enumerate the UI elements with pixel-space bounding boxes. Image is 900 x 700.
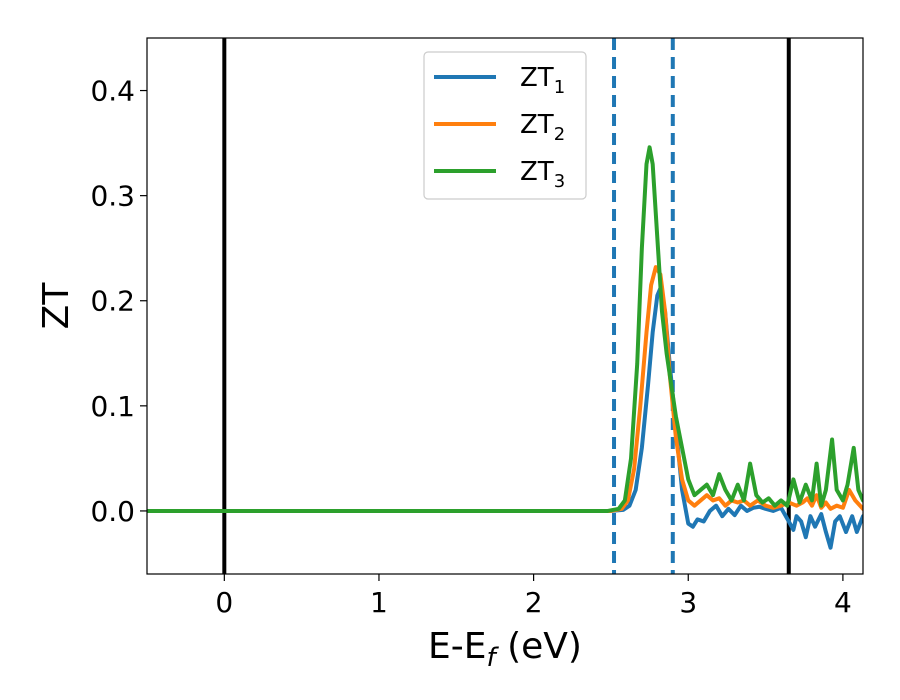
x-tick-label: 2: [525, 586, 543, 619]
y-tick-label: 0.0: [90, 495, 135, 528]
y-tick-label: 0.4: [90, 75, 135, 108]
reference-lines: [222, 38, 791, 574]
legend-label-3: ZT3: [520, 157, 565, 192]
series-layer: [147, 145, 863, 550]
legend-label-1: ZT1: [520, 63, 565, 98]
series-line-2: [147, 265, 863, 513]
y-tick-label: 0.1: [90, 390, 135, 423]
y-axis: 0.0 0.1 0.2 0.3 0.4: [90, 75, 147, 528]
y-tick-label: 0.2: [90, 285, 135, 318]
plot-frame: [146, 37, 864, 575]
y-tick-label: 0.3: [90, 180, 135, 213]
x-tick-label: 0: [215, 586, 233, 619]
legend-box: [423, 51, 587, 200]
y-axis-label: ZT: [36, 282, 77, 330]
x-tick-label: 4: [834, 586, 852, 619]
x-axis-label: E-Ef (eV): [428, 626, 582, 673]
legend: ZT1 ZT2 ZT3: [423, 51, 587, 200]
x-axis: 0 1 2 3 4: [215, 574, 852, 619]
x-tick-label: 3: [679, 586, 697, 619]
legend-label-2: ZT2: [520, 110, 565, 145]
series-line-3: [147, 145, 863, 513]
series-line-1: [147, 286, 863, 550]
x-tick-label: 1: [370, 586, 388, 619]
